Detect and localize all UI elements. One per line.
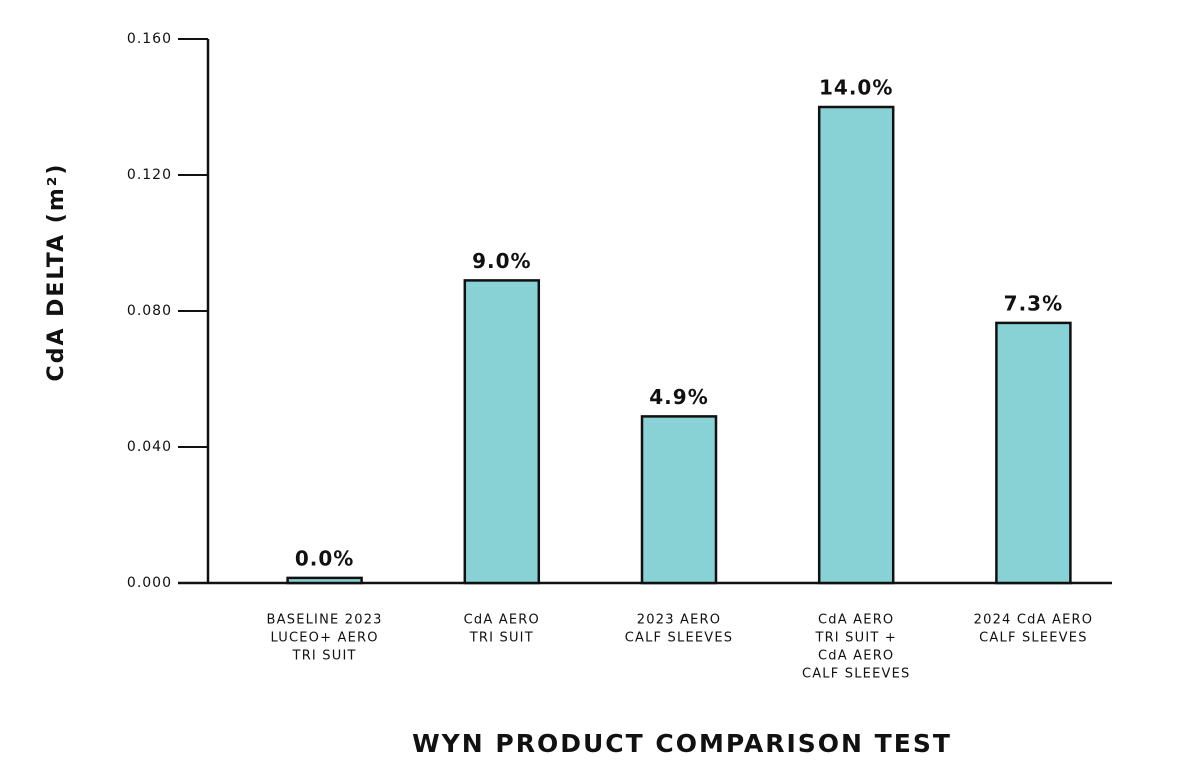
y-axis-label: CdA DELTA (m²) (44, 163, 69, 382)
bar (817, 105, 895, 585)
y-tick-label: 0.000 (127, 575, 172, 591)
x-tick-label: LUCEO+ AERO (270, 631, 378, 646)
y-tick-label: 0.040 (127, 439, 172, 455)
y-tick-label: 0.120 (127, 167, 172, 183)
bar (463, 279, 541, 585)
bar-label: 14.0% (819, 76, 893, 100)
x-tick-label: CALF SLEEVES (979, 631, 1088, 646)
bar (286, 576, 363, 585)
x-tick-label: CdA AERO (818, 649, 894, 664)
y-tick-label: 0.160 (127, 31, 172, 47)
x-tick-label: TRI SUIT + (814, 631, 897, 646)
bar (995, 321, 1072, 585)
bar (640, 415, 718, 585)
x-tick-label: TRI SUIT (292, 649, 357, 664)
x-tick-label: 2023 AERO (637, 613, 721, 628)
x-tick-label: CALF SLEEVES (625, 631, 734, 646)
x-tick-label: 2024 CdA AERO (974, 613, 1094, 628)
y-tick-label: 0.080 (127, 303, 172, 319)
x-tick-label: BASELINE 2023 (267, 613, 383, 628)
bar-label: 0.0% (295, 546, 354, 570)
x-tick-label: CdA AERO (818, 613, 894, 628)
x-tick-label: TRI SUIT (469, 631, 534, 646)
bar-label: 4.9% (649, 385, 708, 409)
bar-label: 9.0% (472, 249, 531, 273)
chart-title: WYN PRODUCT COMPARISON TEST (412, 729, 952, 758)
x-tick-label: CdA AERO (464, 613, 540, 628)
x-tick-label: CALF SLEEVES (802, 667, 911, 682)
bar-label: 7.3% (1004, 291, 1063, 315)
